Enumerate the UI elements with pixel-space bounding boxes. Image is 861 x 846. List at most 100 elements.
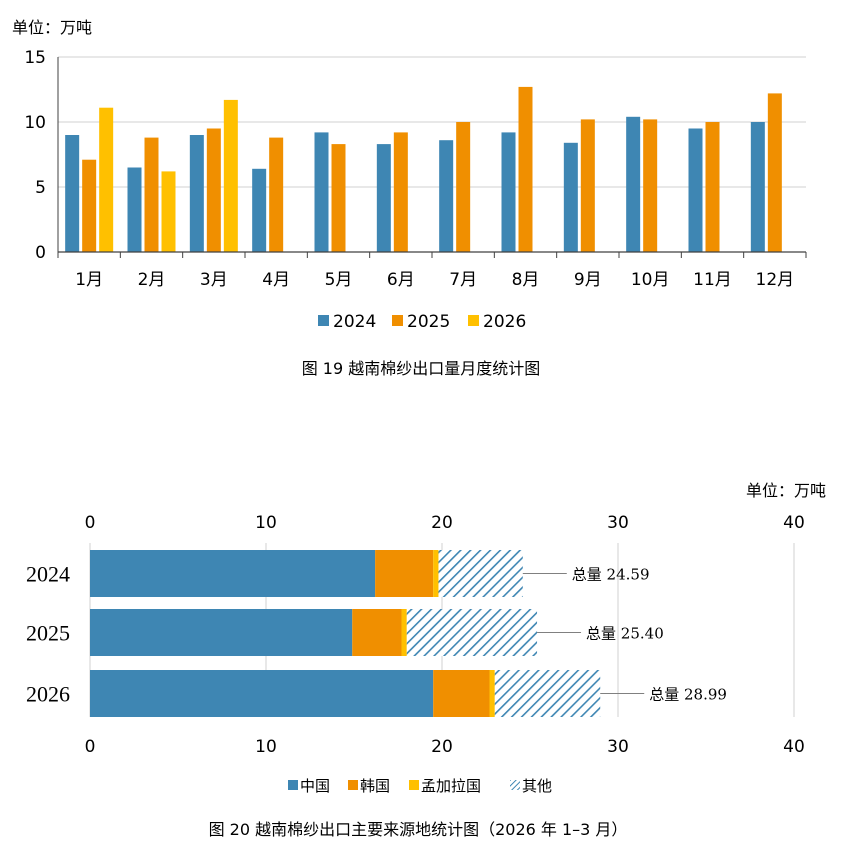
- chart19-y-tick-label: 15: [24, 48, 46, 68]
- chart19-y-tick-label: 0: [35, 243, 46, 263]
- chart20-segment-孟加拉国-2026: [489, 670, 495, 717]
- chart20-top-tick-label: 10: [255, 513, 277, 533]
- chart19-x-tick-label: 7月: [449, 270, 477, 290]
- chart19-bar-2024-5: [314, 132, 329, 252]
- chart19-x-tick-label: 1月: [75, 270, 103, 290]
- chart19-bar-2024-9: [563, 142, 578, 252]
- chart19-x-tick-label: 11月: [693, 270, 732, 290]
- chart20-segment-韩国-2024: [375, 550, 434, 597]
- chart20-legend-swatch: [510, 780, 520, 790]
- chart19-x-tick-label: 6月: [387, 270, 415, 290]
- chart20-top-tick-label: 40: [783, 513, 805, 533]
- chart20-segment-其他-2025: [406, 609, 538, 656]
- chart19-y-axis: 0 5 10 15: [24, 48, 46, 263]
- chart20-top-tick-label: 0: [85, 513, 96, 533]
- chart19-bar-2025-4: [269, 137, 284, 252]
- chart20-legend-label: 孟加拉国: [421, 777, 481, 795]
- chart20-legend-swatch: [348, 780, 358, 790]
- chart19-x-tick-label: 2月: [138, 270, 166, 290]
- chart19-bar-2025-11: [705, 122, 720, 252]
- chart19-bar-2024-4: [252, 168, 267, 252]
- chart19-legend: 2024 2025 2026: [318, 312, 526, 332]
- monthly-export-chart: 单位：万吨 0 5 10 15 1月 2月 3月 4月 5月 6月 7月 8月 9月 10月 11月 12月…: [12, 18, 807, 378]
- chart19-bar-2024-1: [65, 135, 80, 252]
- chart19-bar-2024-3: [189, 135, 204, 252]
- chart19-x-tick-label: 9月: [574, 270, 602, 290]
- chart19-bar-2025-6: [393, 132, 408, 252]
- chart19-x-tick-label: 5月: [325, 270, 353, 290]
- chart20-segment-中国-2026: [90, 670, 434, 717]
- chart19-x-tick-label: 3月: [200, 270, 228, 290]
- chart20-legend-swatch: [288, 780, 298, 790]
- chart19-bar-2025-1: [82, 159, 97, 252]
- chart19-x-tick-label: 10月: [631, 270, 670, 290]
- chart19-bar-2025-10: [643, 119, 658, 253]
- chart20-category-label: 2025: [26, 621, 70, 646]
- chart20-bottom-tick-label: 0: [85, 737, 96, 757]
- chart19-bar-2025-9: [580, 119, 595, 253]
- chart19-bar-2025-7: [456, 122, 471, 252]
- chart19-bars: [65, 86, 782, 253]
- chart19-y-tick-label: 5: [35, 178, 46, 198]
- chart20-total-label: 总量 24.59: [572, 566, 650, 584]
- chart19-bar-2024-6: [376, 144, 391, 252]
- chart19-unit-label: 单位：万吨: [12, 18, 92, 37]
- chart19-legend-label: 2025: [407, 312, 450, 332]
- chart19-caption: 图 19 越南棉纱出口量月度统计图: [302, 359, 541, 378]
- chart19-bar-2025-3: [206, 128, 221, 252]
- chart19-legend-swatch: [468, 315, 479, 326]
- chart19-bar-2025-12: [767, 93, 782, 253]
- chart19-bar-2024-12: [750, 122, 765, 252]
- chart20-bottom-tick-label: 30: [607, 737, 629, 757]
- chart20-total-label: 总量 25.40: [586, 625, 664, 643]
- chart19-legend-swatch: [392, 315, 403, 326]
- chart19-x-tick-label: 8月: [512, 270, 540, 290]
- chart20-y-axis: 2024 2025 2026: [26, 562, 70, 707]
- chart20-top-tick-label: 30: [607, 513, 629, 533]
- chart20-total-label: 总量 28.99: [649, 686, 727, 704]
- chart20-segment-孟加拉国-2024: [433, 550, 439, 597]
- chart19-gridlines: [58, 56, 806, 188]
- chart19-bar-2025-5: [331, 144, 346, 252]
- chart19-x-tick-label: 4月: [262, 270, 290, 290]
- chart20-segment-其他-2024: [438, 550, 523, 597]
- chart20-total-annotations: 总量 24.59 总量 25.40 总量 28.99: [522, 566, 727, 704]
- chart20-category-label: 2024: [26, 562, 70, 587]
- chart20-segment-孟加拉国-2025: [401, 609, 407, 656]
- chart20-segment-中国-2025: [90, 609, 353, 656]
- chart19-bar-2026-1: [99, 107, 114, 252]
- chart19-bar-2024-11: [688, 128, 703, 252]
- chart20-segment-韩国-2025: [352, 609, 402, 656]
- chart20-legend-swatch: [409, 780, 419, 790]
- chart20-segment-其他-2026: [494, 670, 601, 717]
- chart20-category-label: 2026: [26, 682, 70, 707]
- chart20-x-axis: 0 0 10 10 20 20 30 30 40 40: [85, 513, 805, 757]
- chart20-legend-label: 中国: [300, 777, 330, 795]
- chart20-legend-label: 韩国: [360, 777, 390, 795]
- chart20-gridlines: [89, 543, 795, 717]
- chart20-bars: [90, 550, 601, 717]
- chart19-bar-2026-3: [223, 99, 238, 253]
- chart19-bar-2024-8: [501, 132, 516, 252]
- chart19-y-tick-label: 10: [24, 113, 46, 133]
- chart20-unit-label: 单位：万吨: [746, 481, 826, 500]
- chart19-bar-2025-8: [518, 86, 533, 253]
- chart20-bottom-tick-label: 40: [783, 737, 805, 757]
- chart19-x-axis: 1月 2月 3月 4月 5月 6月 7月 8月 9月 10月 11月 12月: [57, 57, 807, 290]
- chart19-bar-2024-7: [439, 140, 454, 252]
- chart20-top-tick-label: 20: [431, 513, 453, 533]
- chart20-bottom-tick-label: 10: [255, 737, 277, 757]
- chart19-bar-2024-10: [626, 116, 641, 252]
- chart19-bar-2024-2: [127, 167, 142, 252]
- chart20-caption: 图 20 越南棉纱出口主要来源地统计图（2026 年 1–3 月）: [209, 820, 628, 839]
- chart20-legend: 中国 韩国 孟加拉国 其他: [288, 777, 552, 795]
- chart20-segment-中国-2024: [90, 550, 376, 597]
- chart19-bar-2025-2: [144, 137, 159, 252]
- chart19-x-tick-label: 12月: [756, 270, 795, 290]
- chart19-legend-label: 2024: [333, 312, 376, 332]
- chart19-legend-swatch: [318, 315, 329, 326]
- chart20-legend-label: 其他: [522, 777, 552, 795]
- chart20-bottom-tick-label: 20: [431, 737, 453, 757]
- chart19-legend-label: 2026: [483, 312, 526, 332]
- chart20-segment-韩国-2026: [433, 670, 490, 717]
